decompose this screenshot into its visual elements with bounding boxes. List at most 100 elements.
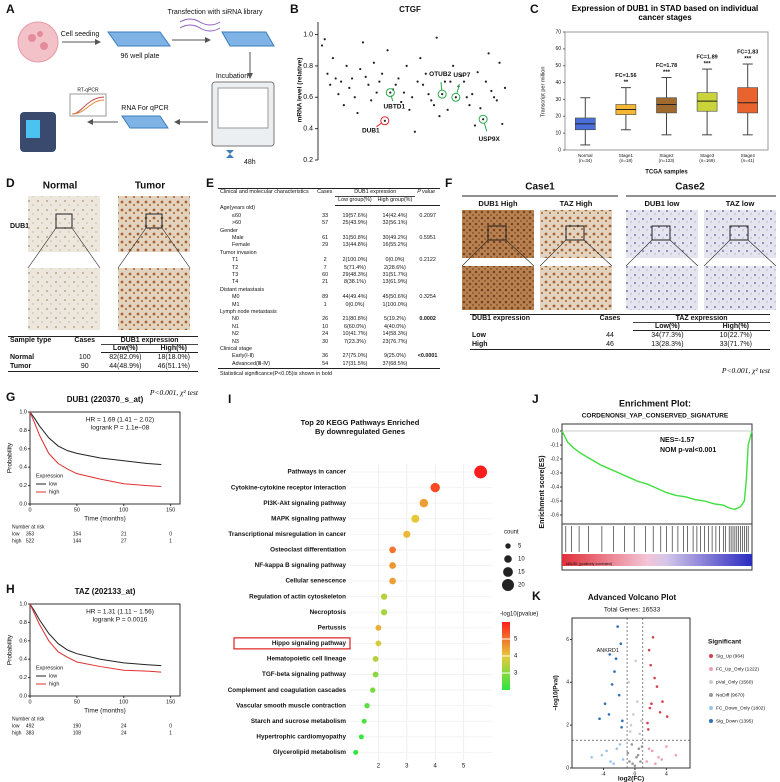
point xyxy=(337,93,340,96)
dot xyxy=(389,546,396,554)
zoom-lines xyxy=(117,227,191,269)
risk-count: 27 xyxy=(121,538,127,544)
data-table: DUB1 expression Cases TAZ expression Low(%)… xyxy=(470,314,770,350)
risk-count: 154 xyxy=(73,531,82,537)
gene-point xyxy=(618,743,622,746)
table-cell: 10(41.7%) xyxy=(342,331,368,338)
table-cell xyxy=(68,345,101,353)
point xyxy=(498,61,501,64)
table-cell: Cases xyxy=(317,189,333,196)
gene-point xyxy=(621,758,625,761)
point xyxy=(331,56,335,60)
table-cell: High group(%) xyxy=(374,196,416,206)
legend-label: Sig_Up (964) xyxy=(716,653,745,659)
table-cell: M0 xyxy=(232,294,240,301)
gene-point xyxy=(610,683,614,686)
logrank-label: logrank P = 0.0016 xyxy=(93,617,148,624)
gene-point xyxy=(639,719,643,723)
pathway-label: Hematopoietic cell lineage xyxy=(267,656,347,663)
y-tick-label: 10 xyxy=(555,130,561,136)
chart-title: Enrichment Plot: xyxy=(619,398,691,408)
chart-title: Advanced Volcano Plot xyxy=(588,593,677,602)
dot xyxy=(474,465,488,479)
table-cell: Tumor invasion xyxy=(220,249,257,256)
box xyxy=(696,92,718,112)
dot xyxy=(403,530,411,538)
x-tick-label: Stage1 xyxy=(619,153,634,158)
legend-swatch xyxy=(709,667,713,671)
point xyxy=(353,96,356,99)
table-cell xyxy=(415,331,440,338)
panel-letter: B xyxy=(290,2,299,16)
table-cell: Gender xyxy=(220,227,238,234)
table-cell: 57 xyxy=(322,220,329,227)
dot xyxy=(375,640,382,647)
table-cell: 10(22.7%) xyxy=(719,332,752,339)
panel-letter: A xyxy=(6,2,15,16)
table-cell: 0.0002 xyxy=(419,316,436,323)
gene-point xyxy=(657,755,660,759)
y-axis-label: Transcript per million xyxy=(540,67,546,118)
pathway-label: TGF-beta signaling pathway xyxy=(262,671,346,678)
x-tick-sublabel: (n=169) xyxy=(699,158,715,163)
legend-swatch xyxy=(709,680,713,684)
x-tick-label: 150 xyxy=(166,507,175,513)
x-axis-label: log2(FC) xyxy=(618,776,644,782)
pathway-label: Starch and sucrose metabolism xyxy=(251,718,347,725)
x-tick-label: 100 xyxy=(119,507,128,513)
table-cell: 23(76.7%) xyxy=(382,338,408,345)
gene-point xyxy=(632,713,635,716)
gene-point xyxy=(634,659,638,663)
point xyxy=(430,99,433,102)
y-tick-label: -0.6 xyxy=(550,512,559,518)
dot xyxy=(370,687,376,693)
gene-point xyxy=(627,680,630,684)
table-cell: 4(40.0%) xyxy=(383,323,406,330)
gene-point xyxy=(646,721,649,725)
legend-title: Significant xyxy=(708,639,742,646)
risk-count: 492 xyxy=(26,723,35,729)
dot xyxy=(375,624,382,631)
column-title: Normal xyxy=(43,181,78,192)
point xyxy=(370,99,373,102)
gene-point xyxy=(607,713,611,716)
gene-point xyxy=(650,749,654,753)
x-tick-label: Stage4 xyxy=(741,153,756,158)
point xyxy=(432,104,436,107)
y-tick-label: 60 xyxy=(555,46,561,52)
gene-point xyxy=(647,728,650,731)
colorbar-label: 3 xyxy=(514,671,518,677)
table-cell: >60 xyxy=(232,220,242,227)
table-cell: Tumor xyxy=(10,363,32,370)
dot xyxy=(380,593,388,600)
ihc-image xyxy=(118,196,190,252)
risk-count: 144 xyxy=(73,538,82,544)
x-axis-label: TCGA samples xyxy=(645,170,688,176)
table-cell xyxy=(415,339,440,346)
sig-label: *** xyxy=(744,57,752,63)
point xyxy=(329,83,332,86)
pathway-label: Transcriptional misregulation in cancer xyxy=(228,531,346,538)
table-cell: 0(0.0%) xyxy=(385,257,405,264)
es-curve xyxy=(561,430,753,511)
x-tick-label: 50 xyxy=(74,507,80,513)
point xyxy=(375,91,378,94)
table-cell: DUB1 expression xyxy=(101,336,198,345)
highlight-ring xyxy=(380,116,390,126)
y-tick-label: -0.2 xyxy=(550,456,559,462)
table-cell: 7(23.3%) xyxy=(344,338,366,345)
risk-row-label: high xyxy=(12,538,22,544)
table-cell: 29(48.3%) xyxy=(342,271,368,278)
point xyxy=(364,75,367,78)
chart-subtitle: CORDENONSI_YAP_CONSERVED_SIGNATURE xyxy=(582,413,729,420)
risk-count: 353 xyxy=(26,531,35,537)
table-cell xyxy=(8,345,68,353)
zoom-box xyxy=(55,213,73,229)
gene-point xyxy=(655,685,659,688)
table-cell: Statistical significance(P<0.05)is shown… xyxy=(220,371,332,378)
y-tick-label: 0.0 xyxy=(19,501,27,507)
point xyxy=(405,64,408,68)
size-legend-label: 15 xyxy=(518,570,525,576)
dot xyxy=(389,562,396,569)
gene-point xyxy=(608,653,612,656)
